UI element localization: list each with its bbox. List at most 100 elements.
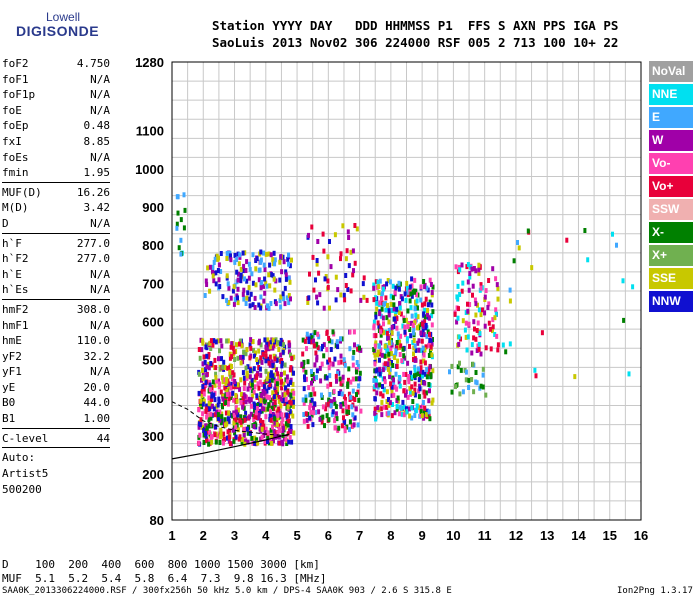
echo-point	[501, 342, 505, 348]
echo-point	[204, 408, 208, 414]
echo-point	[220, 343, 224, 349]
echo-point	[201, 361, 205, 367]
echo-point	[245, 370, 249, 376]
echo-point	[379, 391, 383, 397]
x-tick-label: 11	[478, 528, 492, 543]
echo-point	[273, 287, 277, 293]
echo-point	[375, 306, 379, 312]
echo-point	[235, 342, 238, 348]
echo-point	[277, 406, 281, 412]
echo-point	[378, 278, 382, 284]
echo-point	[332, 388, 336, 394]
echo-point	[242, 349, 246, 355]
echo-point	[337, 425, 341, 431]
echo-point	[288, 409, 292, 415]
echo-point	[306, 300, 310, 305]
echo-point	[279, 358, 283, 364]
echo-point	[273, 402, 277, 408]
echo-point	[414, 408, 418, 414]
echo-point	[326, 254, 330, 260]
echo-point	[423, 405, 427, 411]
echo-point	[301, 337, 305, 343]
echo-point	[352, 329, 356, 335]
echo-point	[270, 405, 274, 411]
echo-point	[356, 363, 360, 369]
echo-point	[204, 382, 208, 388]
echo-point	[207, 365, 211, 371]
echo-point	[337, 391, 341, 396]
echo-point	[286, 256, 290, 262]
echo-point	[422, 311, 426, 317]
echo-point	[247, 261, 251, 267]
echo-point	[208, 382, 212, 388]
echo-point	[183, 207, 187, 213]
echo-point	[408, 406, 411, 412]
echo-point	[415, 298, 419, 304]
echo-point	[385, 281, 389, 287]
echo-point	[471, 283, 475, 289]
echo-point	[421, 400, 425, 405]
echo-point	[427, 382, 431, 387]
echo-point	[484, 345, 488, 351]
echo-point	[374, 333, 378, 339]
echo-point	[259, 305, 263, 311]
echo-point	[413, 413, 417, 418]
echo-point	[481, 384, 485, 390]
echo-point	[241, 250, 245, 256]
echo-point	[379, 329, 383, 335]
echo-point	[197, 371, 201, 377]
echo-point	[375, 378, 378, 384]
echo-point	[379, 406, 383, 412]
echo-point	[197, 440, 201, 446]
echo-point	[413, 373, 416, 379]
echo-point	[246, 439, 250, 445]
virtual-height-trace	[171, 401, 290, 437]
echo-point	[316, 331, 320, 337]
echo-point	[621, 278, 625, 284]
echo-point	[322, 305, 326, 311]
echo-point	[479, 312, 483, 318]
echo-point	[466, 308, 470, 314]
param-value: N/A	[90, 72, 110, 86]
echo-point	[421, 327, 425, 333]
echo-point	[403, 291, 407, 297]
echo-point	[407, 376, 411, 382]
echo-point	[317, 334, 321, 340]
echo-point	[268, 283, 272, 289]
echo-point	[207, 423, 211, 429]
echo-point	[426, 312, 429, 318]
echo-point	[273, 257, 277, 263]
param-value: N/A	[90, 365, 110, 379]
echo-point	[631, 284, 635, 290]
param-name: MUF(D)	[2, 185, 42, 199]
echo-point	[325, 413, 329, 419]
echo-point	[496, 296, 500, 302]
echo-point	[221, 396, 225, 402]
echo-point	[291, 413, 295, 419]
echo-point	[315, 258, 319, 263]
echo-point	[383, 353, 387, 359]
echo-point	[373, 384, 377, 390]
echo-point	[376, 349, 380, 355]
echo-point	[478, 330, 482, 336]
echo-point	[259, 294, 263, 300]
echo-point	[381, 290, 385, 296]
echo-point	[208, 288, 212, 294]
echo-point	[236, 382, 240, 388]
echo-point	[279, 371, 283, 377]
echo-point	[418, 377, 422, 382]
echo-point	[472, 335, 476, 341]
echo-point	[236, 286, 240, 292]
echo-point	[277, 399, 281, 405]
echo-point	[491, 324, 495, 330]
echo-point	[383, 361, 387, 367]
echo-point	[263, 290, 267, 296]
x-tick-label: 6	[325, 528, 332, 543]
echo-point	[291, 399, 295, 405]
param-value: N/A	[90, 216, 110, 230]
echo-point	[256, 381, 260, 387]
x-tick-label: 13	[540, 528, 554, 543]
echo-point	[489, 346, 493, 352]
echo-point	[263, 267, 267, 272]
echo-point	[252, 389, 256, 395]
